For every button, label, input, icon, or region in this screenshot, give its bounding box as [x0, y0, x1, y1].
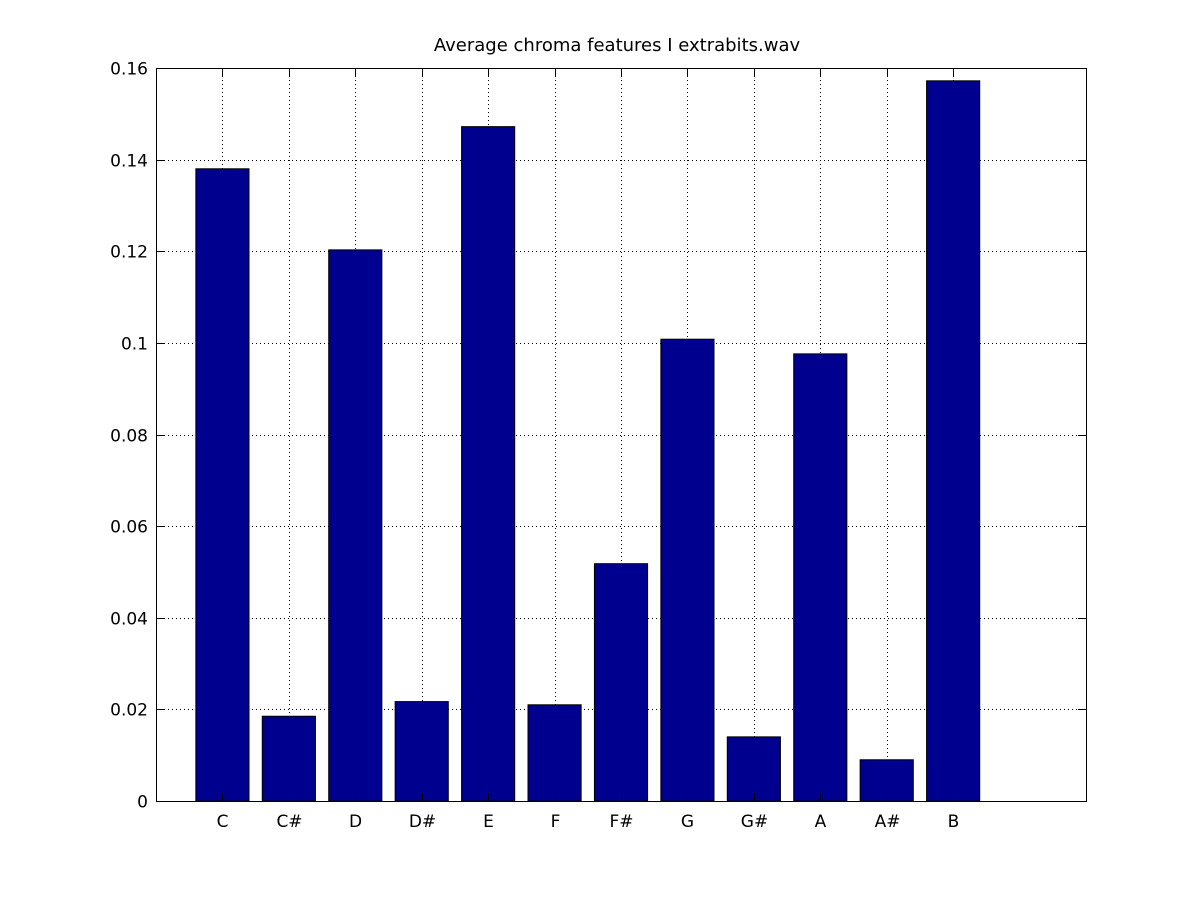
x-tick-label: F#	[609, 812, 633, 832]
x-tick-label: C#	[276, 812, 302, 832]
bar-g	[660, 338, 715, 802]
y-tick-label: 0	[137, 793, 148, 813]
bar-a	[793, 353, 848, 802]
y-tick-label: 0.02	[110, 701, 148, 721]
y-tick-label: 0.06	[110, 518, 148, 538]
x-tick-label: G#	[741, 812, 768, 832]
bar-f	[527, 704, 582, 802]
bar-g-sharp	[726, 736, 781, 802]
x-tick-label: D	[349, 812, 362, 832]
x-tick-label: B	[948, 812, 960, 832]
bar-d-sharp	[394, 701, 449, 802]
x-tick-label: A#	[875, 812, 901, 832]
y-tick-label: 0.08	[110, 427, 148, 447]
x-tick-label: D#	[409, 812, 436, 832]
bar-b	[926, 80, 981, 802]
x-tick-label: G	[681, 812, 694, 832]
bar-e	[461, 126, 516, 802]
x-tick-label: F	[551, 812, 561, 832]
bar-c	[195, 168, 250, 802]
bar-d	[328, 249, 383, 802]
y-tick-label: 0.14	[110, 152, 148, 172]
bar-c-sharp	[261, 715, 316, 802]
x-tick-label: A	[815, 812, 827, 832]
chart-title: Average chroma features I extrabits.wav	[434, 35, 801, 56]
bar-a-sharp	[859, 759, 914, 802]
y-tick-label: 0.12	[110, 243, 148, 263]
y-tick-label: 0.04	[110, 610, 148, 630]
x-tick-label: C	[217, 812, 229, 832]
y-tick-label: 0.1	[121, 335, 148, 355]
bar-f-sharp	[593, 563, 649, 802]
y-tick-label: 0.16	[110, 60, 148, 80]
plot-area: 0 0.02 0.04 0.06 0.08 0.1 0.12 0.14 0.16 C C# D D# E F…	[110, 60, 1087, 832]
x-tick-label: E	[483, 812, 494, 832]
